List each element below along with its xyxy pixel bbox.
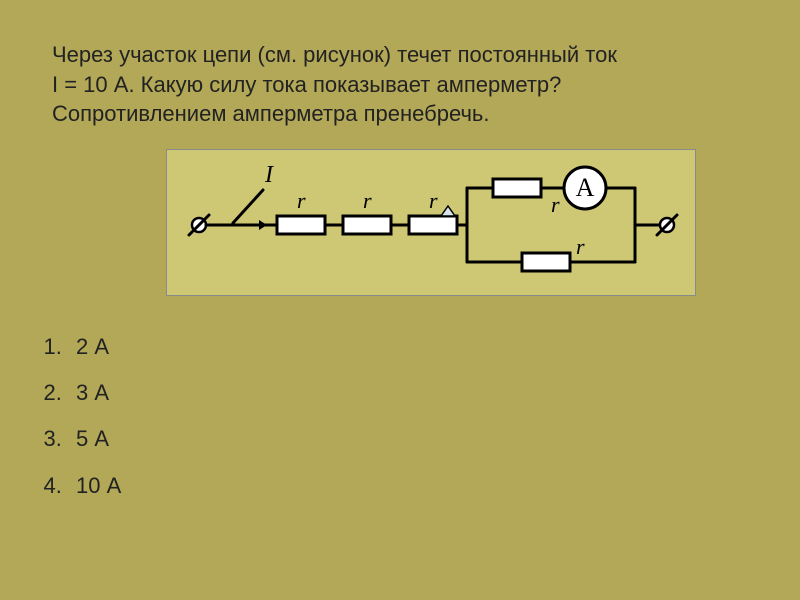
rheostat-wiper-icon	[441, 206, 455, 216]
question-line-2: I = 10 А. Какую силу тока показывает амп…	[52, 72, 561, 97]
label-r-top: r	[551, 192, 560, 217]
label-I: I	[264, 162, 274, 188]
question-text: Через участок цепи (см. рисунок) течет п…	[52, 40, 748, 129]
question-line-3: Сопротивлением амперметра пренебречь.	[52, 101, 490, 126]
label-r-series-2: r	[363, 188, 372, 213]
answer-option-3: 5 А	[68, 416, 748, 462]
answer-list: 2 А3 А5 А10 А	[52, 324, 748, 509]
label-r-series-3: r	[429, 188, 438, 213]
circuit-diagram: IrrrArr	[166, 149, 696, 296]
circuit-svg: IrrrArr	[167, 150, 697, 290]
answer-option-1: 2 А	[68, 324, 748, 370]
label-ammeter: A	[576, 173, 595, 202]
answer-option-2: 3 А	[68, 370, 748, 416]
answer-option-4: 10 А	[68, 463, 748, 509]
slide: Через участок цепи (см. рисунок) течет п…	[0, 0, 800, 600]
label-r-bottom: r	[576, 234, 585, 259]
question-line-1: Через участок цепи (см. рисунок) течет п…	[52, 42, 617, 67]
label-r-series-1: r	[297, 188, 306, 213]
